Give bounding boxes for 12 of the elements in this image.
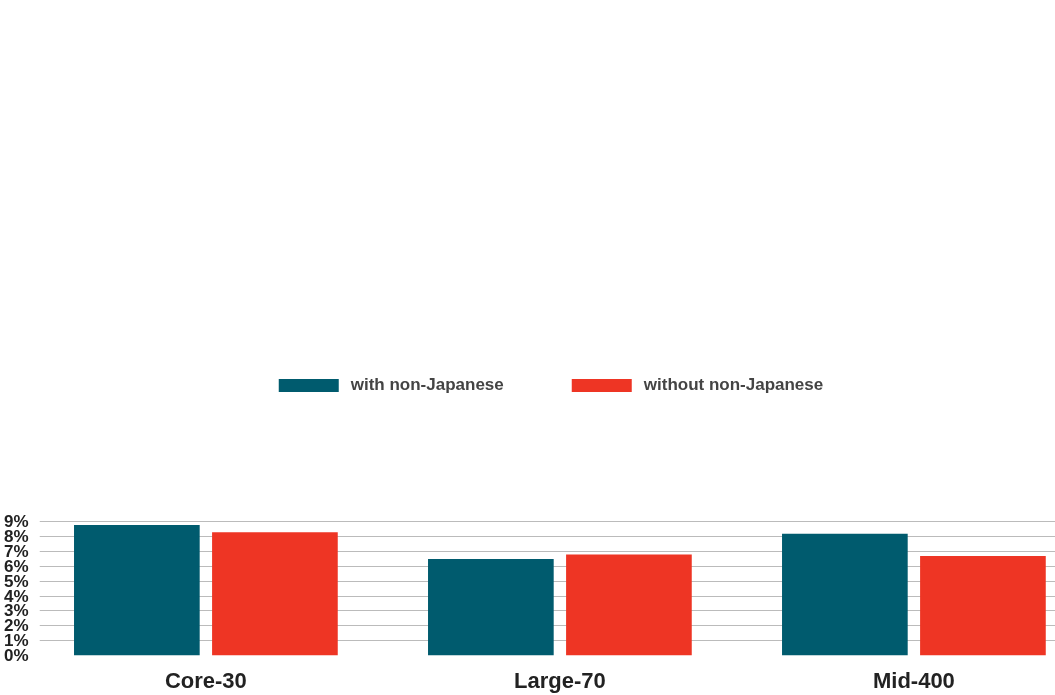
bar [212,532,338,656]
x-tick-label: Large-70 [514,667,606,693]
bar [428,559,554,656]
y-tick-label: 0% [3,646,29,665]
bar [74,524,200,656]
legend-label: without non-Japanese [643,375,824,395]
x-tick-label: Core-30 [164,667,247,693]
x-tick-label: Mid-400 [872,667,955,693]
bar [782,533,908,656]
bar [920,556,1046,656]
legend-label: with non-Japanese [350,375,504,395]
bar [566,554,692,656]
